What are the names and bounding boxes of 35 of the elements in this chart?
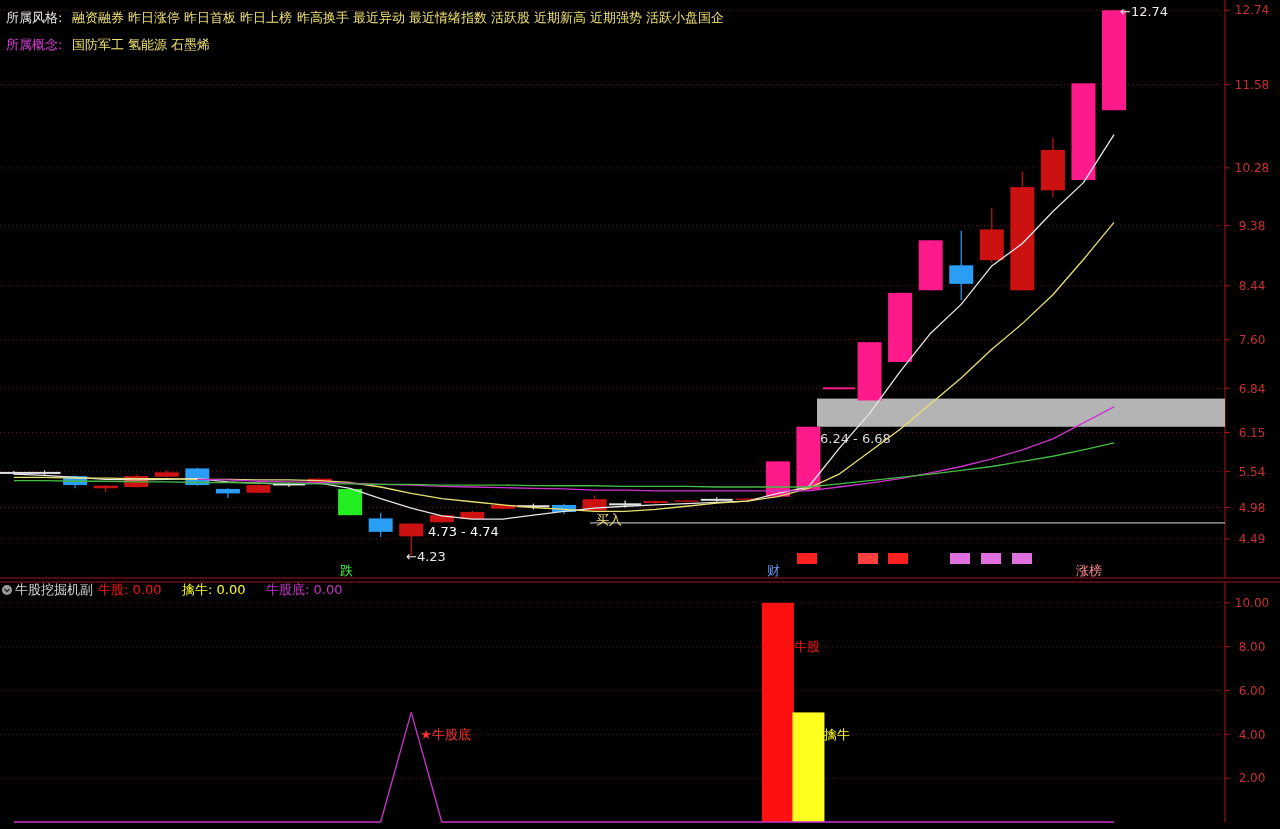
y-tick-label: 6.15 xyxy=(1238,425,1266,440)
annotation: 融资融券 昨日涨停 昨日首板 昨日上榜 昨高换手 最近异动 最近情绪指数 活跃股 近期新高 近期强势 活跃小盘国企 xyxy=(72,10,725,25)
y-tick-label: 4.00 xyxy=(1238,727,1266,742)
annotation: 所属概念: xyxy=(6,37,63,52)
y-tick-label: 7.60 xyxy=(1238,332,1266,347)
y-tick-label: 10.28 xyxy=(1234,161,1270,176)
annotation: ←12.74 xyxy=(1120,4,1169,19)
y-tick-label: 8.00 xyxy=(1238,639,1266,654)
annotation: ★牛股底 xyxy=(420,726,471,742)
y-tick-label: 6.00 xyxy=(1238,683,1266,698)
annotation: : 0.00 xyxy=(124,582,162,597)
y-tick-label: 5.54 xyxy=(1238,464,1266,479)
y-tick-label: 12.74 xyxy=(1234,3,1270,18)
y-tick-label: 2.00 xyxy=(1238,771,1266,786)
y-tick-label: 11.58 xyxy=(1234,77,1270,92)
annotation: 所属风格: xyxy=(6,10,63,25)
y-tick-label: 6.84 xyxy=(1238,381,1266,396)
annotation: ←4.23 xyxy=(406,549,446,564)
y-tick-label: 9.38 xyxy=(1238,218,1266,233)
annotation: 买入 xyxy=(596,512,622,528)
annotation: 擒牛 xyxy=(824,726,851,742)
annotation: 牛股 xyxy=(793,639,820,655)
annotation: : 0.00 xyxy=(305,582,343,597)
annotation: 4.73 - 4.74 xyxy=(428,523,499,539)
annotation: 财 xyxy=(767,563,780,578)
annotation: : 0.00 xyxy=(208,582,246,597)
y-tick-label: 10.00 xyxy=(1234,596,1270,611)
y-tick-label: 8.44 xyxy=(1238,279,1266,293)
annotation: 国防军工 氢能源 石墨烯 xyxy=(72,37,211,52)
y-tick-label: 4.98 xyxy=(1238,500,1266,515)
band-label: 6.24 - 6.68 xyxy=(820,430,891,446)
annotation: 跌 xyxy=(340,563,353,578)
y-tick-label: 4.49 xyxy=(1238,532,1266,547)
chart-title: 牛股挖掘机副 xyxy=(15,582,93,597)
annotation: 涨榜 xyxy=(1076,563,1102,578)
